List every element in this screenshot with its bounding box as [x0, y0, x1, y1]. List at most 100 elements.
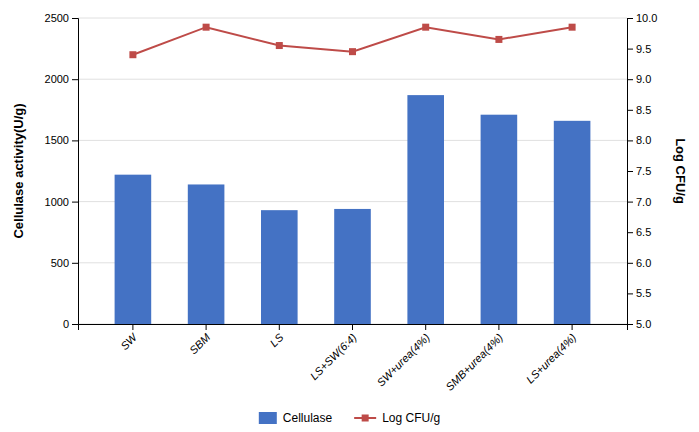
- legend-swatch: [259, 412, 277, 424]
- x-axis: SWSBMLSLS+SW(6:4)SW+urea(4%)SMB+urea(4%)…: [79, 324, 628, 393]
- tick: 9.5: [627, 43, 651, 55]
- tick-label: 1500: [45, 134, 69, 146]
- tick-label: 7.0: [636, 196, 651, 208]
- tick-label: LS+SW(6:4): [308, 331, 359, 382]
- tick-mark: [72, 324, 78, 325]
- tick: 10.0: [627, 12, 657, 24]
- axis-line: [72, 19, 79, 325]
- bar: [115, 175, 152, 324]
- legend-label: Log CFU/g: [382, 411, 440, 425]
- tick-label: 8.0: [636, 134, 651, 146]
- y-axis: 0 500 1000 1500 2000 2500: [45, 12, 79, 330]
- grid: [78, 18, 627, 324]
- tick-label: SMB+urea(4%): [443, 331, 505, 393]
- tick-mark: [72, 202, 78, 203]
- tick: 1500: [45, 134, 78, 146]
- bar: [188, 184, 225, 324]
- tick-label: 5.0: [636, 318, 651, 330]
- tick-label: 8.5: [636, 104, 651, 116]
- tick: LS+SW(6:4): [308, 324, 359, 382]
- tick-label: 2000: [45, 73, 69, 85]
- axis-line: [79, 325, 628, 331]
- tick: SW+urea(4%): [374, 324, 432, 389]
- y2-axis: 5.0 5.5 6.0 6.5 7.0 7.5 8.0 8.5 9.0 9.5 10.0: [627, 12, 657, 330]
- tick-label: LS+urea(4%): [524, 331, 579, 386]
- tick: 7.5: [627, 165, 651, 177]
- marks: [115, 24, 591, 324]
- tick-mark: [206, 324, 207, 330]
- bar: [407, 95, 444, 324]
- tick-mark: [627, 293, 633, 294]
- legend-marker: [362, 415, 369, 422]
- tick-mark: [627, 263, 633, 264]
- line: [133, 27, 572, 55]
- tick-label: 7.5: [636, 165, 651, 177]
- tick-mark: [132, 324, 133, 330]
- legend-item: Log CFU/g: [354, 411, 440, 425]
- tick-mark: [627, 202, 633, 203]
- tick-mark: [279, 324, 280, 330]
- tick-mark: [72, 18, 78, 19]
- tick-mark: [627, 49, 633, 50]
- bar-series: [115, 95, 591, 324]
- bar: [261, 210, 298, 324]
- tick: SMB+urea(4%): [443, 324, 505, 393]
- tick-label: 6.0: [636, 257, 651, 269]
- tick-label: LS: [268, 331, 286, 349]
- tick-label: SBM: [187, 330, 213, 356]
- grid-line: [78, 201, 627, 202]
- tick-label: 10.0: [636, 12, 657, 24]
- bar: [554, 121, 591, 324]
- legend: Cellulase Log CFU/g: [259, 411, 440, 425]
- tick-label: 9.5: [636, 43, 651, 55]
- tick-mark: [72, 263, 78, 264]
- tick: 5.5: [627, 287, 651, 299]
- tick: SBM: [187, 324, 213, 356]
- tick-label: 500: [51, 257, 69, 269]
- tick-label: SW+urea(4%): [374, 331, 432, 389]
- tick-mark: [627, 232, 633, 233]
- marker: [129, 51, 136, 58]
- bar: [481, 115, 518, 324]
- tick: 5.0: [627, 318, 651, 330]
- grid-line: [78, 140, 627, 141]
- tick-mark: [627, 18, 633, 19]
- tick: 6.0: [627, 257, 651, 269]
- line-series: [129, 24, 575, 59]
- bar: [334, 209, 371, 324]
- tick-mark: [425, 324, 426, 330]
- legend-item: Cellulase: [259, 411, 333, 425]
- tick-mark: [72, 140, 78, 141]
- tick-label: 5.5: [636, 287, 651, 299]
- tick-label: 2500: [45, 12, 69, 24]
- tick: 7.0: [627, 196, 651, 208]
- y-axis-title: Cellulase activity(U/g): [11, 103, 26, 238]
- tick-label: 1000: [45, 196, 69, 208]
- tick-mark: [352, 324, 353, 330]
- tick: LS+urea(4%): [524, 324, 579, 386]
- marker: [495, 36, 502, 43]
- marker: [569, 24, 576, 31]
- tick: 2000: [45, 73, 78, 85]
- marker: [276, 42, 283, 49]
- tick: 9.0: [627, 73, 651, 85]
- plot-area: SWSBMLSLS+SW(6:4)SW+urea(4%)SMB+urea(4%)…: [45, 12, 658, 393]
- tick: 2500: [45, 12, 78, 24]
- tick: 0: [63, 318, 78, 330]
- marker: [203, 24, 210, 31]
- tick-mark: [72, 79, 78, 80]
- tick-mark: [627, 79, 633, 80]
- marker: [422, 24, 429, 31]
- tick: 8.0: [627, 134, 651, 146]
- grid-line: [78, 79, 627, 80]
- grid-line: [78, 18, 627, 19]
- marker: [349, 48, 356, 55]
- tick: 1000: [45, 196, 78, 208]
- tick-label: 6.5: [636, 226, 651, 238]
- chart: SWSBMLSLS+SW(6:4)SW+urea(4%)SMB+urea(4%)…: [0, 0, 699, 432]
- y2-axis-title: Log CFU/g: [673, 138, 688, 204]
- tick-mark: [572, 324, 573, 330]
- tick-label: 9.0: [636, 73, 651, 85]
- tick-mark: [627, 110, 633, 111]
- tick: 8.5: [627, 104, 651, 116]
